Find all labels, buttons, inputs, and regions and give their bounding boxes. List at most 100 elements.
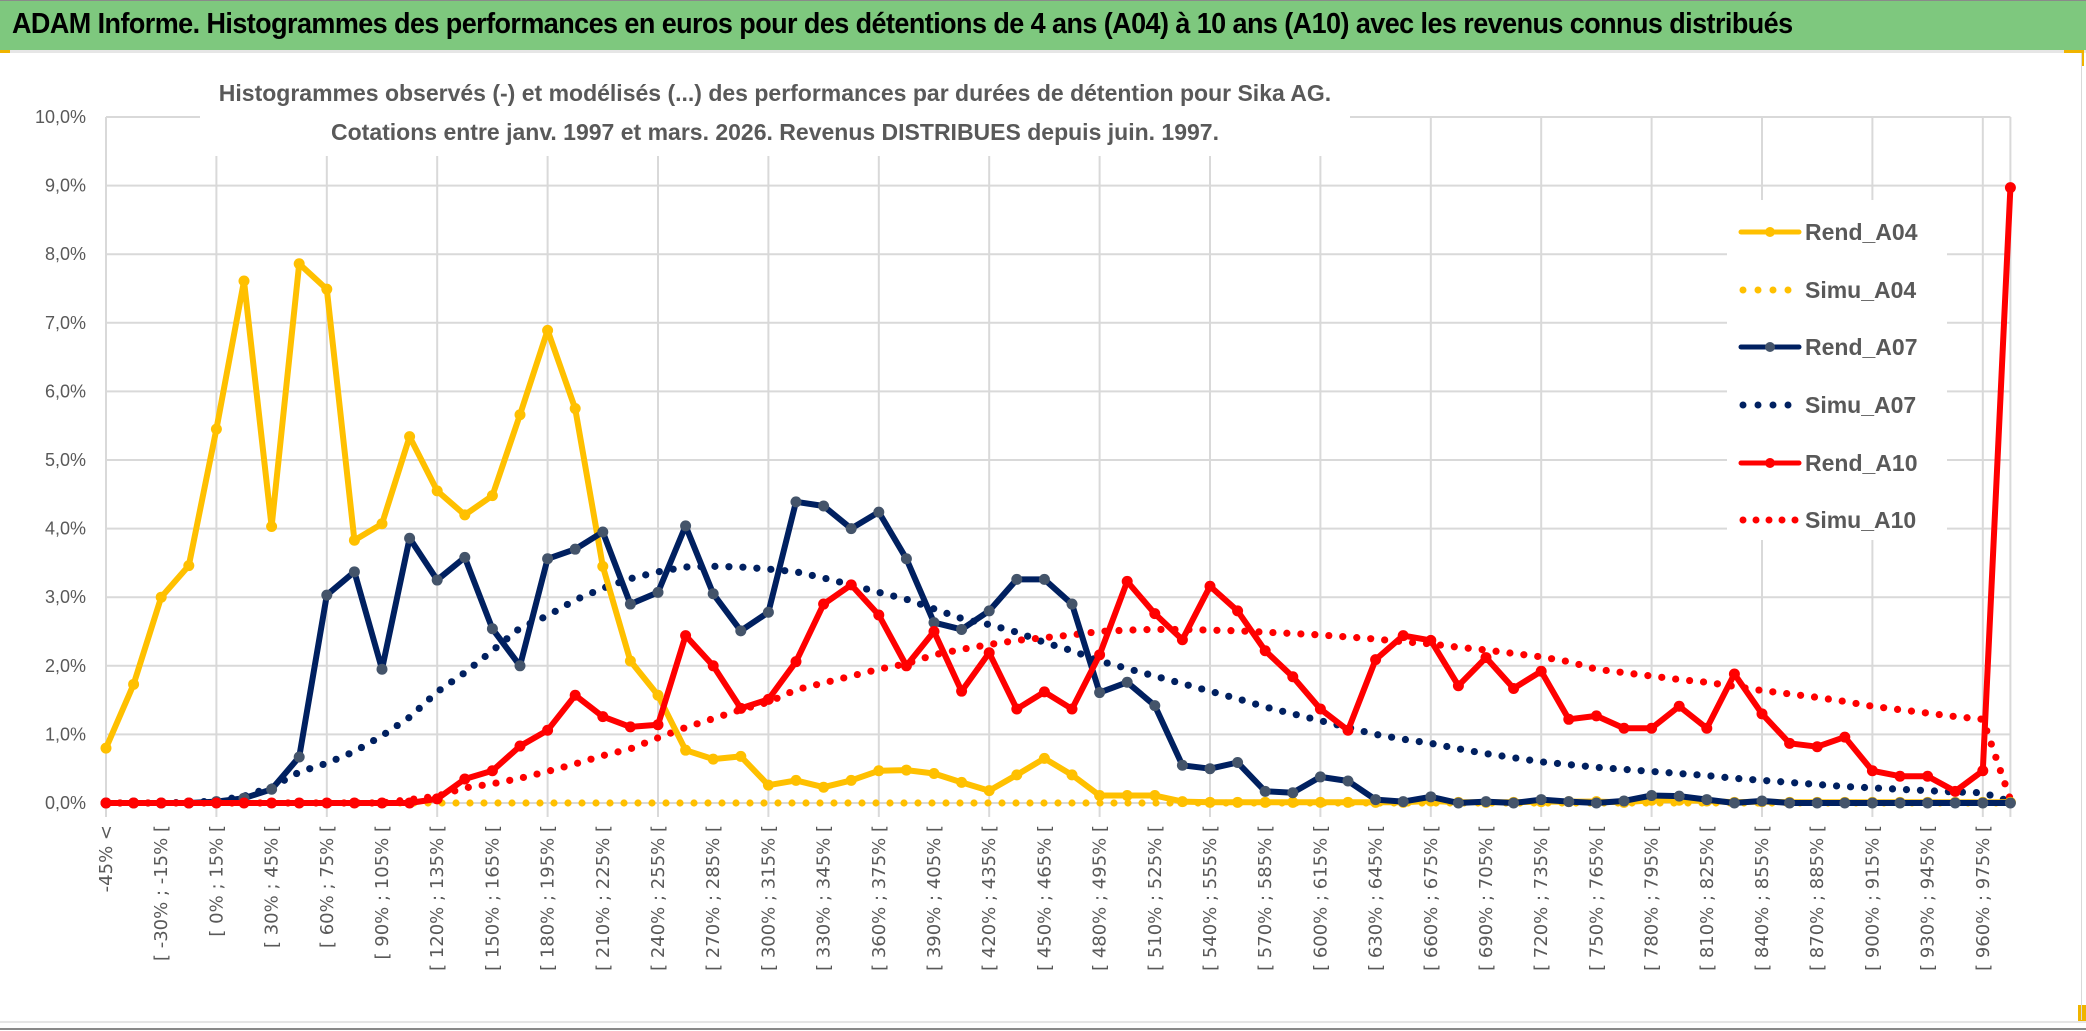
simu-dot — [1198, 685, 1206, 693]
simu-dot — [1211, 689, 1219, 697]
data-point — [1508, 682, 1520, 694]
x-tick-label: [ 90% ; 105% [ — [372, 825, 393, 959]
data-point — [900, 553, 912, 565]
data-point — [1121, 676, 1133, 688]
data-point — [1176, 759, 1188, 771]
x-tick-label: [ 600% ; 615% [ — [1310, 825, 1331, 971]
simu-dot — [1567, 761, 1576, 769]
selection-handle-top-left[interactable] — [0, 50, 10, 53]
legend-item-simu-a04[interactable]: Simu_A04 — [1737, 275, 1947, 305]
x-tick-label: [ 150% ; 165% [ — [482, 825, 503, 971]
chart-bottom-border — [0, 1021, 2086, 1023]
simu-dot — [573, 759, 582, 767]
data-point — [376, 518, 388, 530]
simu-dot — [1456, 745, 1465, 753]
data-point — [486, 765, 498, 777]
simu-dot — [1225, 692, 1233, 700]
simu-dot — [1129, 626, 1137, 634]
y-tick-label: 0,0% — [45, 793, 86, 813]
simu-dot — [1429, 740, 1437, 748]
data-point — [1535, 665, 1547, 677]
x-tick-label: [ 0% ; 15% [ — [206, 825, 227, 937]
selection-handle-top-right-vertical[interactable] — [2081, 50, 2084, 66]
simu-dot — [1852, 699, 1860, 708]
data-point — [900, 660, 912, 672]
simu-dot — [589, 588, 597, 597]
legend-item-rend-a07[interactable]: Rend_A07 — [1737, 332, 1947, 362]
data-point — [348, 797, 360, 809]
simu-dot — [415, 704, 423, 712]
simu-dot — [1152, 799, 1160, 807]
legend-item-rend-a10[interactable]: Rend_A10 — [1737, 448, 1947, 478]
simu-dot — [1796, 691, 1805, 699]
legend-item-simu-a07[interactable]: Simu_A07 — [1737, 390, 1947, 420]
data-point — [1066, 703, 1078, 715]
data-point — [735, 625, 747, 637]
simu-dot — [900, 799, 908, 807]
simu-dot — [1040, 799, 1048, 807]
data-point — [1922, 770, 1934, 782]
data-point — [155, 591, 167, 603]
data-point — [1894, 770, 1906, 782]
simu-dot — [1325, 631, 1333, 640]
data-point — [1646, 722, 1658, 734]
legend-item-simu-a10[interactable]: Simu_A10 — [1737, 505, 1947, 535]
simu-dot — [1110, 799, 1118, 807]
data-point — [128, 678, 140, 690]
simu-dot — [1805, 780, 1813, 788]
data-point — [459, 551, 471, 563]
series-line — [103, 260, 2014, 806]
legend-swatch-solid-yellow-icon — [1738, 227, 1802, 237]
data-point — [431, 485, 443, 497]
simu-dot — [1866, 702, 1874, 710]
data-point — [624, 598, 636, 610]
simu-dot — [662, 799, 670, 807]
data-point — [155, 797, 167, 809]
simu-dot — [822, 574, 830, 583]
legend-item-rend-a04[interactable]: Rend_A04 — [1737, 217, 1947, 247]
selection-handle-bottom-right[interactable] — [2078, 1005, 2086, 1021]
legend-swatch-solid-red-icon — [1738, 458, 1802, 468]
selection-handle-top-right[interactable] — [2064, 50, 2082, 53]
simu-dot — [718, 799, 726, 807]
data-point — [486, 623, 498, 635]
simu-dot — [1699, 678, 1708, 686]
data-point — [1094, 687, 1106, 699]
data-point — [1232, 757, 1244, 769]
data-point — [1811, 741, 1823, 753]
data-point — [1342, 796, 1354, 808]
data-point — [569, 689, 581, 701]
data-point — [1618, 722, 1630, 734]
simu-dot — [642, 571, 650, 579]
simu-dot — [853, 670, 861, 679]
x-tick-label: [ 840% ; 855% [ — [1752, 825, 1773, 971]
simu-dot — [1012, 799, 1020, 807]
simu-dot — [1077, 650, 1085, 658]
simu-dot — [464, 783, 472, 791]
simu-dot — [1602, 666, 1610, 675]
simu-dot — [1755, 686, 1763, 694]
simu-dot — [1972, 788, 1980, 797]
report-title: ADAM Informe. Histogrammes des performan… — [12, 8, 1793, 40]
data-point — [1259, 785, 1271, 797]
chart-area[interactable] — [0, 53, 2082, 1020]
data-point — [818, 781, 830, 793]
data-point — [900, 764, 912, 776]
x-tick-label: [ 330% ; 345% [ — [814, 825, 835, 971]
data-point — [983, 605, 995, 617]
simu-dot — [578, 799, 586, 807]
simu-dot — [1255, 628, 1263, 636]
data-point — [1204, 580, 1216, 592]
data-point — [1949, 785, 1961, 797]
simu-dot — [942, 799, 950, 807]
simu-dot — [1470, 747, 1478, 756]
simu-dot — [546, 767, 555, 775]
simu-dot — [1283, 629, 1291, 637]
data-point — [928, 617, 940, 629]
simu-dot — [1087, 628, 1095, 637]
simu-dot — [1353, 634, 1361, 642]
series-layer — [100, 182, 2016, 809]
simu-dot — [653, 734, 662, 742]
report-header: ADAM Informe. Histogrammes des performan… — [0, 0, 2086, 50]
legend[interactable]: Rend_A04 Simu_A04 Rend_A07 Simu_A07 Rend… — [1727, 200, 1947, 540]
